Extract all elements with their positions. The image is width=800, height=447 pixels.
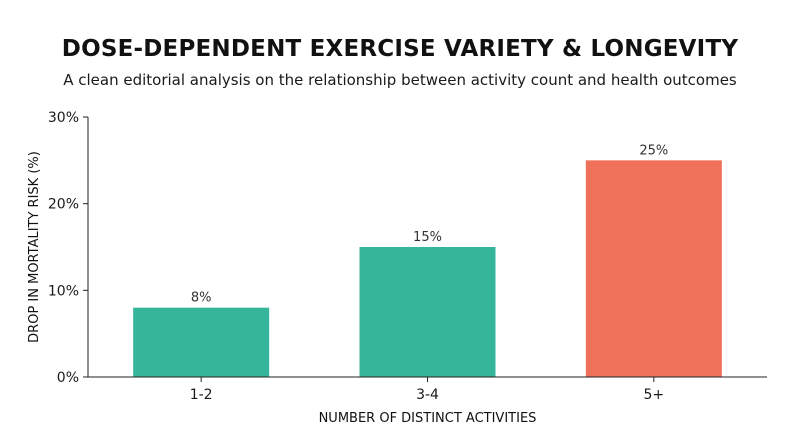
bar-value-label: 15% xyxy=(413,230,442,245)
y-tick-label: 10% xyxy=(48,283,79,299)
y-tick-label: 0% xyxy=(57,370,79,386)
plot-area: 0% 10% 20% 30% 8% 1-2 15% 3-4 25% 5+ xyxy=(48,110,722,403)
x-axis-label: NUMBER OF DISTINCT ACTIVITIES xyxy=(319,411,537,426)
x-tick-label: 1-2 xyxy=(190,387,213,403)
x-tick-label: 5+ xyxy=(644,387,665,403)
bar-3-4 xyxy=(359,247,496,377)
y-axis-label: DROP IN MORTALITY RISK (%) xyxy=(27,151,42,343)
y-tick-label: 30% xyxy=(48,110,79,126)
bar-value-label: 8% xyxy=(191,291,212,306)
chart-subtitle: A clean editorial analysis on the relati… xyxy=(63,71,737,89)
x-tick-label: 3-4 xyxy=(416,387,439,403)
bar-value-label: 25% xyxy=(639,143,668,158)
y-tick-label: 20% xyxy=(48,197,79,213)
bar-1-2 xyxy=(133,307,270,377)
chart-title: DOSE-DEPENDENT EXERCISE VARIETY & LONGEV… xyxy=(61,36,739,62)
bar-5 xyxy=(585,160,722,377)
